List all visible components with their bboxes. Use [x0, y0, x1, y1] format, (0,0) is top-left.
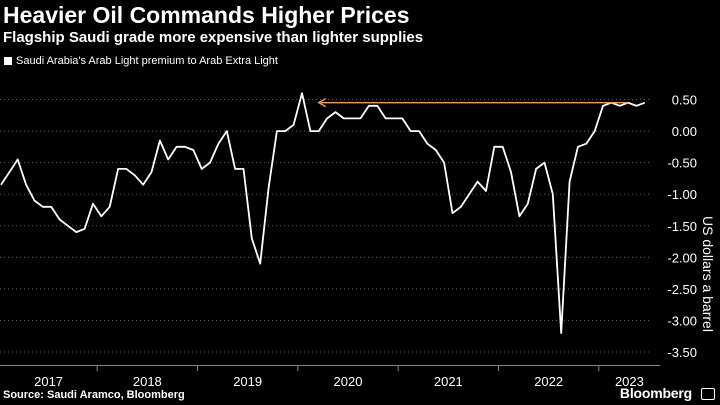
source-note: Source: Saudi Aramco, Bloomberg — [3, 389, 185, 401]
chart-title: Heavier Oil Commands Higher Prices — [3, 2, 410, 28]
bloomberg-badge-icon — [701, 388, 715, 400]
y-tick-label: -1.00 — [667, 187, 697, 202]
x-tick-label: 2023 — [615, 374, 644, 389]
x-tick-label: 2022 — [534, 374, 563, 389]
bloomberg-logo: Bloomberg — [619, 385, 692, 401]
legend: Saudi Arabia's Arab Light premium to Ara… — [4, 55, 278, 67]
y-tick-label: -1.50 — [667, 219, 697, 234]
legend-label: Saudi Arabia's Arab Light premium to Ara… — [16, 55, 278, 67]
x-tick-label: 2017 — [34, 374, 63, 389]
y-tick-label: -2.50 — [667, 282, 697, 297]
legend-swatch — [4, 57, 12, 65]
y-tick-label: 0.00 — [672, 124, 697, 139]
annotation-arrowhead — [317, 98, 327, 108]
y-tick-label: -3.50 — [667, 345, 697, 360]
y-tick-label: 0.50 — [672, 93, 697, 108]
chart-subtitle: Flagship Saudi grade more expensive than… — [3, 29, 424, 46]
x-tick-label: 2020 — [334, 374, 363, 389]
x-tick-label: 2021 — [434, 374, 463, 389]
y-axis-label: US dollars a barrel — [700, 216, 716, 332]
series-line — [0, 92, 646, 335]
y-tick-label: -0.50 — [667, 156, 697, 171]
x-tick-label: 2019 — [233, 374, 262, 389]
x-tick-label: 2018 — [133, 374, 162, 389]
y-tick-label: -2.00 — [667, 250, 697, 265]
y-tick-label: -3.00 — [667, 313, 697, 328]
